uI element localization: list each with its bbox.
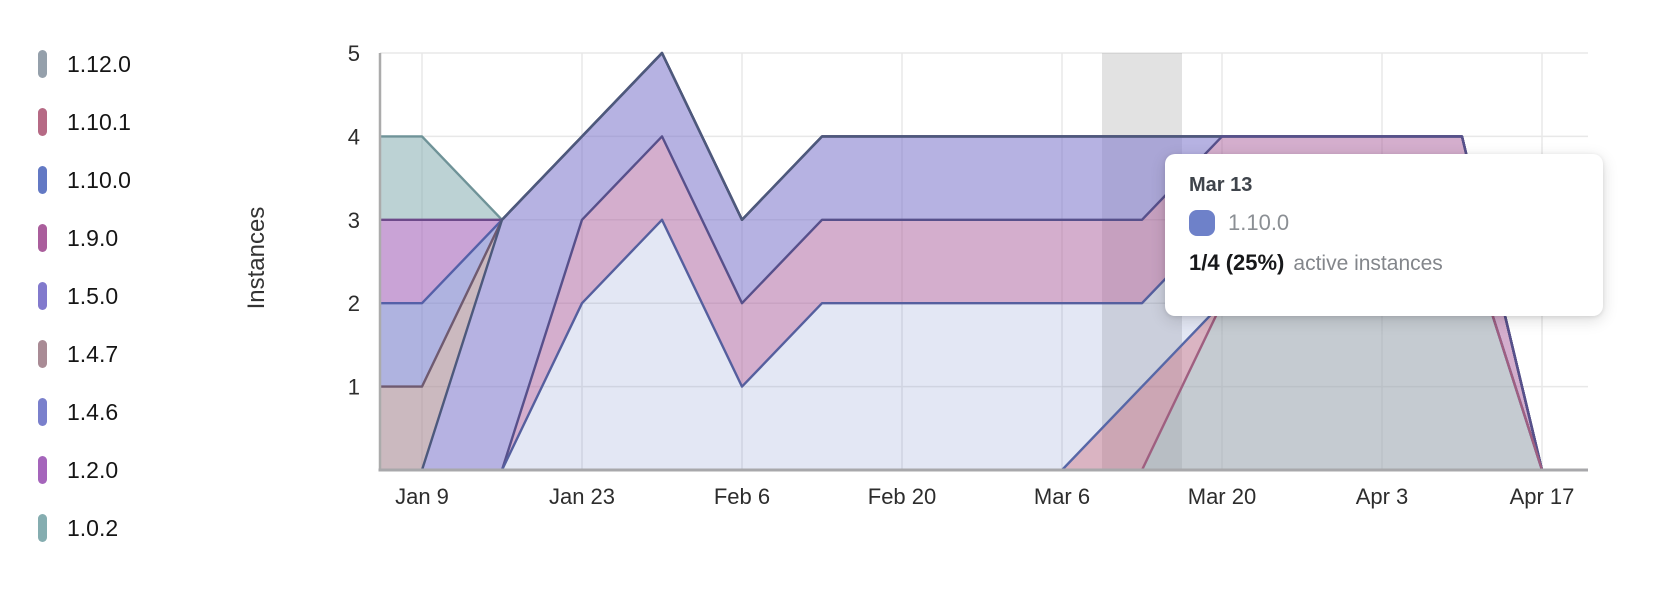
area-1.10.0[interactable] — [342, 219, 1542, 470]
legend-item-label: 1.10.0 — [67, 167, 131, 193]
legend-item-label: 1.5.0 — [67, 283, 119, 309]
tooltip-series-row: 1.10.0 — [1189, 210, 1579, 236]
y-tick-label: 2 — [348, 291, 360, 316]
legend-item-1.9.0[interactable]: 1.9.0 — [38, 224, 131, 252]
legend-item-1.10.0[interactable]: 1.10.0 — [38, 166, 131, 194]
x-tick-label: Mar 20 — [1188, 484, 1256, 509]
legend-swatch-icon — [38, 224, 47, 252]
legend-swatch-icon — [38, 50, 47, 78]
legend-item-label: 1.0.2 — [67, 515, 119, 541]
line-1.9.0 — [380, 135, 1544, 472]
x-tick-label: Mar 6 — [1034, 484, 1090, 509]
chart-legend: 1.12.0 1.10.1 1.10.0 1.9.0 1.5.0 1.4.7 1.4.6 1.… — [38, 50, 131, 572]
x-tick-label: Apr 3 — [1356, 484, 1409, 509]
legend-item-label: 1.12.0 — [67, 51, 131, 77]
series-swatch-icon — [1189, 210, 1215, 236]
legend-swatch-icon — [38, 166, 47, 194]
legend-item-label: 1.10.1 — [67, 109, 131, 135]
legend-item-label: 1.2.0 — [67, 457, 119, 483]
legend-item-label: 1.4.7 — [67, 341, 119, 367]
legend-swatch-icon — [38, 108, 47, 136]
legend-item-1.10.1[interactable]: 1.10.1 — [38, 108, 131, 136]
legend-item-label: 1.9.0 — [67, 225, 119, 251]
legend-item-1.4.7[interactable]: 1.4.7 — [38, 340, 131, 368]
legend-swatch-icon — [38, 398, 47, 426]
x-tick-label: Feb 6 — [714, 484, 770, 509]
y-tick-label: 5 — [348, 41, 360, 66]
y-tick-label: 3 — [348, 208, 360, 233]
y-tick-label: 1 — [348, 375, 360, 400]
x-tick-label: Jan 9 — [395, 484, 449, 509]
tooltip-date: Mar 13 — [1189, 174, 1253, 196]
legend-swatch-icon — [38, 456, 47, 484]
legend-swatch-icon — [38, 282, 47, 310]
tooltip-value-row: 1/4 (25%) active instances — [1189, 250, 1579, 276]
legend-item-1.12.0[interactable]: 1.12.0 — [38, 50, 131, 78]
legend-swatch-icon — [38, 340, 47, 368]
y-tick-label: 4 — [348, 124, 360, 149]
x-tick-label: Apr 17 — [1510, 484, 1575, 509]
y-axis-title: Instances — [243, 207, 270, 310]
tooltip-value-suffix: active instances — [1293, 252, 1443, 275]
legend-item-1.2.0[interactable]: 1.2.0 — [38, 456, 131, 484]
x-tick-label: Feb 20 — [868, 484, 937, 509]
tooltip: Mar 13 1.10.0 1/4 (25%) active instances — [1165, 154, 1603, 316]
legend-item-1.4.6[interactable]: 1.4.6 — [38, 398, 131, 426]
legend-item-label: 1.4.6 — [67, 399, 119, 425]
tooltip-value: 1/4 (25%) — [1189, 250, 1285, 275]
legend-swatch-icon — [38, 514, 47, 542]
legend-item-1.0.2[interactable]: 1.0.2 — [38, 514, 131, 542]
x-tick-label: Jan 23 — [549, 484, 615, 509]
tooltip-series-label: 1.10.0 — [1228, 210, 1290, 235]
legend-item-1.5.0[interactable]: 1.5.0 — [38, 282, 131, 310]
